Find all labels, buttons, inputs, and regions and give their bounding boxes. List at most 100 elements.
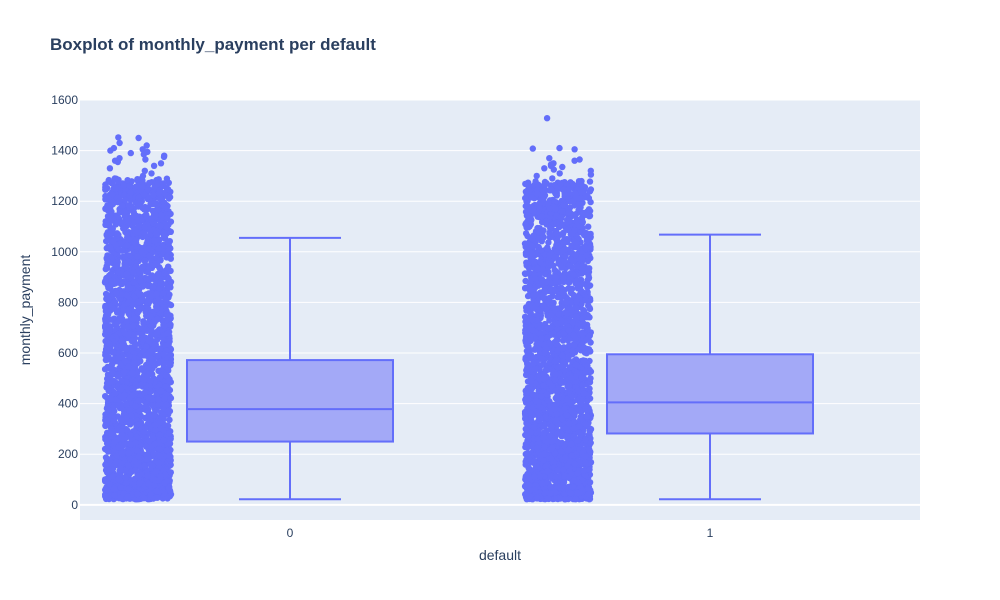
data-point	[145, 337, 152, 345]
data-point	[130, 279, 137, 286]
data-point	[143, 343, 150, 350]
data-point	[165, 247, 172, 255]
data-point	[574, 437, 581, 444]
data-point	[114, 278, 121, 285]
data-point	[104, 406, 112, 413]
data-point	[134, 176, 141, 183]
data-point	[146, 252, 153, 260]
data-point	[559, 289, 566, 296]
data-point	[138, 365, 145, 372]
data-point	[102, 461, 109, 468]
data-point	[134, 217, 141, 224]
data-point	[122, 346, 130, 353]
data-point	[139, 336, 147, 343]
data-point	[545, 239, 552, 246]
data-point	[166, 440, 174, 447]
data-point	[125, 485, 132, 493]
data-point	[110, 348, 117, 356]
data-point	[523, 304, 530, 311]
data-point	[160, 351, 167, 358]
data-point	[147, 491, 154, 498]
data-point	[166, 284, 173, 291]
data-point	[123, 263, 130, 271]
data-point	[560, 186, 567, 194]
data-point	[140, 191, 148, 198]
data-point	[149, 402, 157, 409]
data-point	[155, 367, 162, 375]
data-point	[530, 232, 537, 239]
data-point	[155, 245, 162, 252]
data-point	[113, 452, 121, 460]
data-point	[587, 186, 595, 193]
data-point	[164, 186, 172, 193]
data-point	[135, 325, 143, 332]
data-point	[536, 228, 544, 235]
data-point	[522, 194, 529, 202]
data-point	[155, 270, 162, 278]
data-point	[122, 401, 130, 408]
data-point	[117, 484, 124, 491]
jitter-points	[101, 115, 595, 503]
data-point	[131, 342, 139, 349]
data-point	[156, 236, 163, 243]
data-point	[107, 429, 114, 437]
data-point	[128, 222, 136, 229]
data-point	[127, 189, 134, 196]
data-point	[153, 290, 160, 297]
data-point	[120, 368, 128, 376]
data-point	[153, 494, 161, 501]
data-point	[155, 460, 162, 467]
data-point	[142, 308, 149, 316]
data-point	[121, 224, 128, 231]
data-point	[109, 378, 116, 385]
data-point	[160, 436, 167, 444]
data-point	[112, 264, 119, 271]
data-point	[113, 230, 121, 237]
data-point	[558, 214, 565, 221]
data-point	[123, 479, 130, 486]
data-point	[104, 401, 112, 408]
data-point	[105, 295, 112, 303]
data-point	[102, 454, 110, 461]
data-point	[109, 404, 117, 411]
data-point	[166, 193, 174, 201]
data-point	[110, 411, 117, 419]
data-point	[148, 355, 155, 363]
data-point	[105, 202, 113, 209]
outlier-point	[143, 142, 150, 149]
data-point	[553, 416, 560, 424]
data-point	[118, 445, 125, 452]
data-point	[132, 439, 139, 446]
data-point	[536, 473, 544, 480]
data-point	[125, 310, 132, 317]
data-point	[107, 230, 114, 237]
data-point	[130, 269, 137, 276]
data-point	[522, 188, 530, 195]
outlier-point	[115, 134, 122, 141]
data-point	[122, 196, 129, 204]
data-point	[146, 179, 153, 187]
data-point	[107, 395, 115, 403]
data-point	[158, 387, 165, 395]
data-point	[153, 488, 160, 495]
data-point	[167, 469, 174, 476]
data-point	[573, 313, 580, 320]
data-point	[123, 270, 130, 278]
data-point	[127, 441, 135, 448]
data-point	[160, 180, 167, 187]
data-point	[105, 283, 113, 290]
data-point	[155, 396, 162, 404]
data-point	[135, 305, 142, 312]
data-point	[119, 202, 126, 209]
data-point	[118, 432, 126, 439]
data-point	[105, 214, 112, 221]
data-point	[126, 353, 133, 360]
data-point	[139, 183, 146, 190]
data-point	[523, 259, 530, 266]
data-point	[157, 222, 164, 230]
data-point	[127, 418, 134, 425]
data-point	[570, 258, 577, 265]
data-point	[146, 312, 154, 319]
data-point	[106, 480, 113, 488]
